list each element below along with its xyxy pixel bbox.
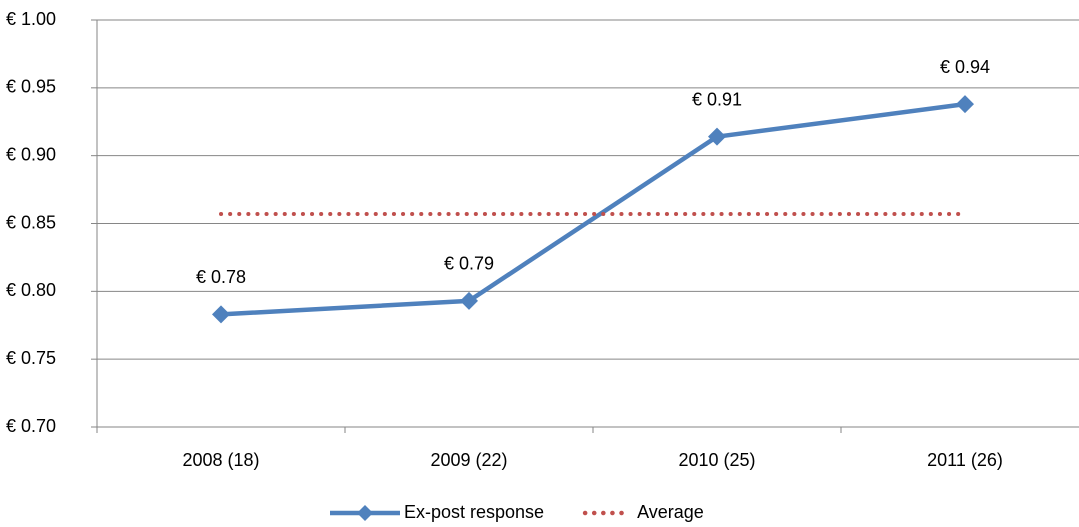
y-tick-label: € 0.95 bbox=[6, 77, 56, 97]
y-tick-label: € 0.90 bbox=[6, 144, 56, 164]
x-tick-label: 2008 (18) bbox=[182, 450, 259, 470]
data-label: € 0.78 bbox=[196, 267, 246, 287]
x-tick-label: 2010 (25) bbox=[678, 450, 755, 470]
data-label: € 0.91 bbox=[692, 89, 742, 109]
y-tick-label: € 0.75 bbox=[6, 348, 56, 368]
marker bbox=[460, 291, 478, 310]
y-tick-label: € 0.70 bbox=[6, 416, 56, 436]
y-tick-label: € 0.80 bbox=[6, 280, 56, 300]
y-tick-label: € 0.85 bbox=[6, 212, 56, 232]
marker bbox=[708, 127, 726, 146]
legend-label: Average bbox=[637, 502, 704, 522]
y-tick-label: € 1.00 bbox=[6, 9, 56, 29]
legend-marker bbox=[357, 505, 373, 521]
x-tick-label: 2009 (22) bbox=[430, 450, 507, 470]
data-label: € 0.79 bbox=[444, 254, 494, 274]
x-tick-label: 2011 (26) bbox=[927, 450, 1003, 470]
marker bbox=[956, 95, 974, 114]
series-line bbox=[220, 101, 966, 317]
data-label: € 0.94 bbox=[940, 57, 990, 77]
legend-label: Ex-post response bbox=[404, 502, 544, 522]
marker bbox=[212, 305, 230, 324]
